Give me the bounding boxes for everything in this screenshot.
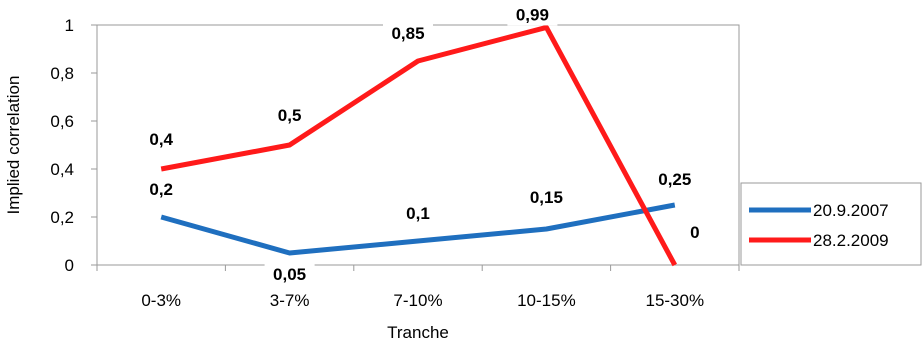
plot-area xyxy=(96,24,740,266)
data-label: 0,2 xyxy=(149,180,173,199)
data-label-bg xyxy=(521,187,572,208)
data-label: 0 xyxy=(690,223,699,242)
legend-label: 28.2.2009 xyxy=(813,231,889,250)
data-label-bg xyxy=(264,264,315,285)
data-label-bg xyxy=(507,4,558,26)
data-label-bg xyxy=(649,169,700,190)
data-label: 0,15 xyxy=(530,188,563,207)
y-tick-label: 0,8 xyxy=(50,64,74,83)
y-tick-label: 0,6 xyxy=(50,112,74,131)
x-tick-label: 7-10% xyxy=(393,291,442,310)
x-tick-label: 3-7% xyxy=(270,291,310,310)
series-line-2 xyxy=(160,24,677,267)
y-axis-title: Implied correlation xyxy=(4,76,23,215)
x-tick-label: 10-15% xyxy=(517,291,576,310)
data-label-bg xyxy=(141,179,182,200)
series-line-1 xyxy=(160,202,676,256)
data-label: 0,85 xyxy=(391,24,424,43)
data-label-bg xyxy=(398,203,438,224)
y-tick-label: 1 xyxy=(65,16,74,35)
series-lines xyxy=(160,24,677,267)
legend-box xyxy=(740,182,922,266)
data-label: 0,25 xyxy=(658,170,691,189)
data-label-bg xyxy=(269,105,310,126)
data-label: 0,99 xyxy=(516,5,549,24)
x-axis: 0-3% 3-7% 7-10% 10-15% 15-30% xyxy=(96,265,740,310)
data-label: 0,4 xyxy=(149,130,173,149)
x-axis-title: Tranche xyxy=(387,323,449,342)
data-label-bg xyxy=(141,129,182,150)
data-label: 0,5 xyxy=(278,106,302,125)
x-tick-label: 15-30% xyxy=(645,291,704,310)
legend: 20.9.2007 28.2.2009 xyxy=(749,201,889,250)
legend-label: 20.9.2007 xyxy=(813,201,889,220)
data-label-bg xyxy=(383,23,433,44)
y-tick-label: 0,2 xyxy=(50,208,74,227)
data-label: 0,1 xyxy=(406,204,430,223)
y-tick-label: 0 xyxy=(65,256,74,275)
x-tick-label: 0-3% xyxy=(141,291,181,310)
y-tick-label: 0,4 xyxy=(50,160,74,179)
data-labels: 0,2 0,05 0,1 0,15 0,25 0,4 0,5 0,85 0,99 0 xyxy=(141,4,705,285)
data-label-bg xyxy=(684,222,705,243)
data-label: 0,05 xyxy=(273,265,306,284)
y-axis: 0 0,2 0,4 0,6 0,8 1 xyxy=(50,16,97,275)
